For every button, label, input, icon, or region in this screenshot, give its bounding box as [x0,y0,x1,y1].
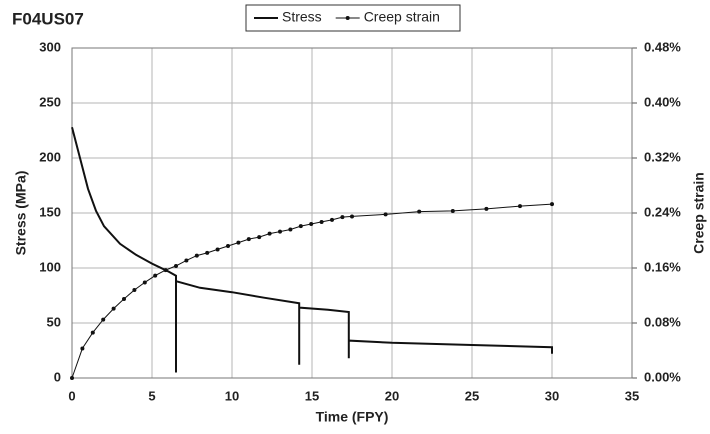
data-point [550,202,554,207]
legend-label: Creep strain [364,9,440,25]
y-tick-label: 50 [47,314,61,329]
data-point [163,268,168,273]
y-axis-label: Stress (MPa) [13,171,29,256]
y2-axis-label: Creep strain [691,172,707,254]
x-tick-label: 15 [305,388,319,403]
data-point [226,244,230,248]
data-point [122,296,126,301]
data-point [278,229,282,234]
data-point [111,306,116,311]
data-point [80,346,85,351]
y2-tick-label: 0.08% [644,314,681,329]
data-point [205,250,210,255]
x-tick-label: 25 [465,388,479,403]
data-point [132,288,137,292]
data-point [319,219,324,224]
data-point [350,214,354,219]
data-point [298,224,303,229]
y-tick-label: 250 [39,94,61,109]
data-point [184,258,189,263]
data-point [330,217,334,222]
y-tick-label: 150 [39,204,61,219]
data-point [174,263,178,268]
data-point [236,240,241,245]
legend-label: Stress [282,9,322,25]
plot-frame [71,47,633,379]
series-line [71,203,553,379]
y-tick-label: 300 [39,39,61,54]
data-point [267,231,272,236]
legend-marker [345,16,350,20]
data-point [215,247,220,252]
data-point [484,206,489,211]
data-point [101,317,106,322]
data-point [518,204,522,209]
x-axis-label: Time (FPY) [316,409,389,425]
data-point [309,222,314,226]
data-point [288,227,293,232]
data-point [194,253,199,258]
x-tick-label: 30 [545,388,559,403]
data-point [450,208,455,213]
y-tick-label: 200 [39,149,61,164]
y2-tick-label: 0.24% [644,204,681,219]
data-point [257,235,262,240]
data-point [246,237,251,242]
x-tick-label: 5 [148,388,155,403]
y2-tick-label: 0.40% [644,94,681,109]
data-point [153,273,158,278]
x-tick-label: 20 [385,388,399,403]
x-tick-label: 10 [225,388,239,403]
x-tick-label: 0 [68,388,75,403]
series-line [71,126,553,373]
data-point [142,280,147,285]
y2-tick-label: 0.00% [644,369,681,384]
data-point [417,209,422,214]
y2-tick-label: 0.48% [644,39,681,54]
data-point [340,215,345,220]
x-tick-label: 35 [625,388,639,403]
data-point [90,330,95,335]
y2-tick-label: 0.32% [644,149,681,164]
y2-tick-label: 0.16% [644,259,681,274]
y-tick-label: 100 [39,259,61,274]
data-point [383,212,388,217]
data-point [70,376,74,380]
y-tick-label: 0 [54,369,61,384]
chart-title: F04US07 [12,9,84,28]
